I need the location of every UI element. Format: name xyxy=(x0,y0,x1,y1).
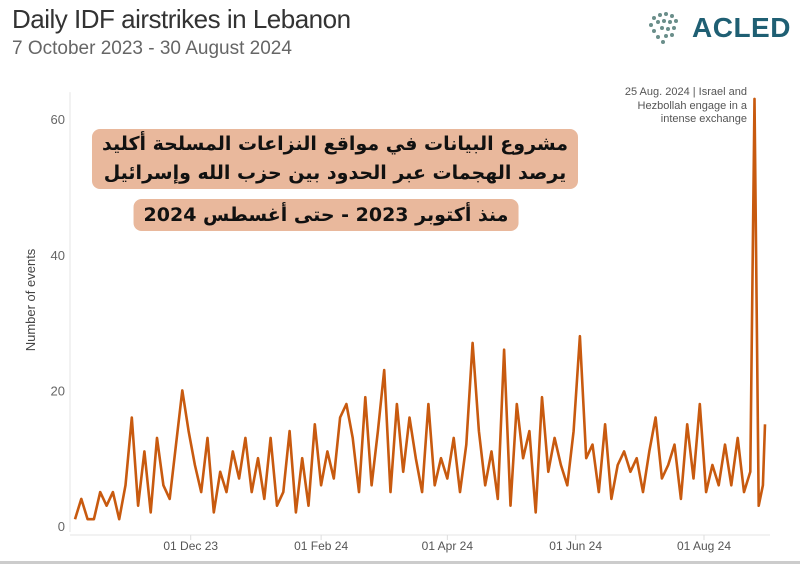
y-tick-label: 20 xyxy=(51,383,65,398)
y-tick-label: 60 xyxy=(51,112,65,127)
annotation-line: 25 Aug. 2024 | Israel and xyxy=(624,86,747,98)
y-tick-label: 0 xyxy=(58,519,65,534)
series-line xyxy=(73,97,767,521)
chart-title: Daily IDF airstrikes in Lebanon xyxy=(12,4,351,34)
logo-text: ACLED xyxy=(692,12,791,43)
globe-dots-icon xyxy=(649,12,678,44)
annotation-line: Hezbollah engage in a xyxy=(637,99,747,112)
chart-subtitle: 7 October 2023 - 30 August 2024 xyxy=(12,38,292,59)
x-tick-label: 01 Dec 23 xyxy=(163,539,218,553)
x-tick-label: 01 Apr 24 xyxy=(422,539,474,553)
y-axis: 0 20 40 60 xyxy=(51,92,71,534)
arabic-caption-line: يرصد الهجمات عبر الحدود بين حزب الله وإس… xyxy=(103,162,567,184)
x-tick-label: 01 Jun 24 xyxy=(549,539,602,553)
y-tick-label: 40 xyxy=(51,248,65,263)
x-tick-label: 01 Aug 24 xyxy=(677,539,731,553)
x-axis: 01 Dec 23 01 Feb 24 01 Apr 24 01 Jun 24 01 A… xyxy=(70,534,770,553)
x-tick-label: 01 Feb 24 xyxy=(294,539,348,553)
annotation-line: intense exchange xyxy=(660,113,747,125)
annotation: 25 Aug. 2024 | Israel and Hezbollah enga… xyxy=(577,86,747,127)
y-axis-label: Number of events xyxy=(23,248,38,351)
arabic-caption-line: مشروع البيانات في مواقع النزاعات المسلحة… xyxy=(101,133,569,155)
bottom-divider xyxy=(0,561,800,564)
acled-logo: ACLED xyxy=(646,10,791,46)
arabic-caption-box: مشروع البيانات في مواقع النزاعات المسلحة… xyxy=(91,129,579,189)
arabic-date-box: منذ أكتوبر 2023 - حتى أغسطس 2024 xyxy=(133,199,519,231)
